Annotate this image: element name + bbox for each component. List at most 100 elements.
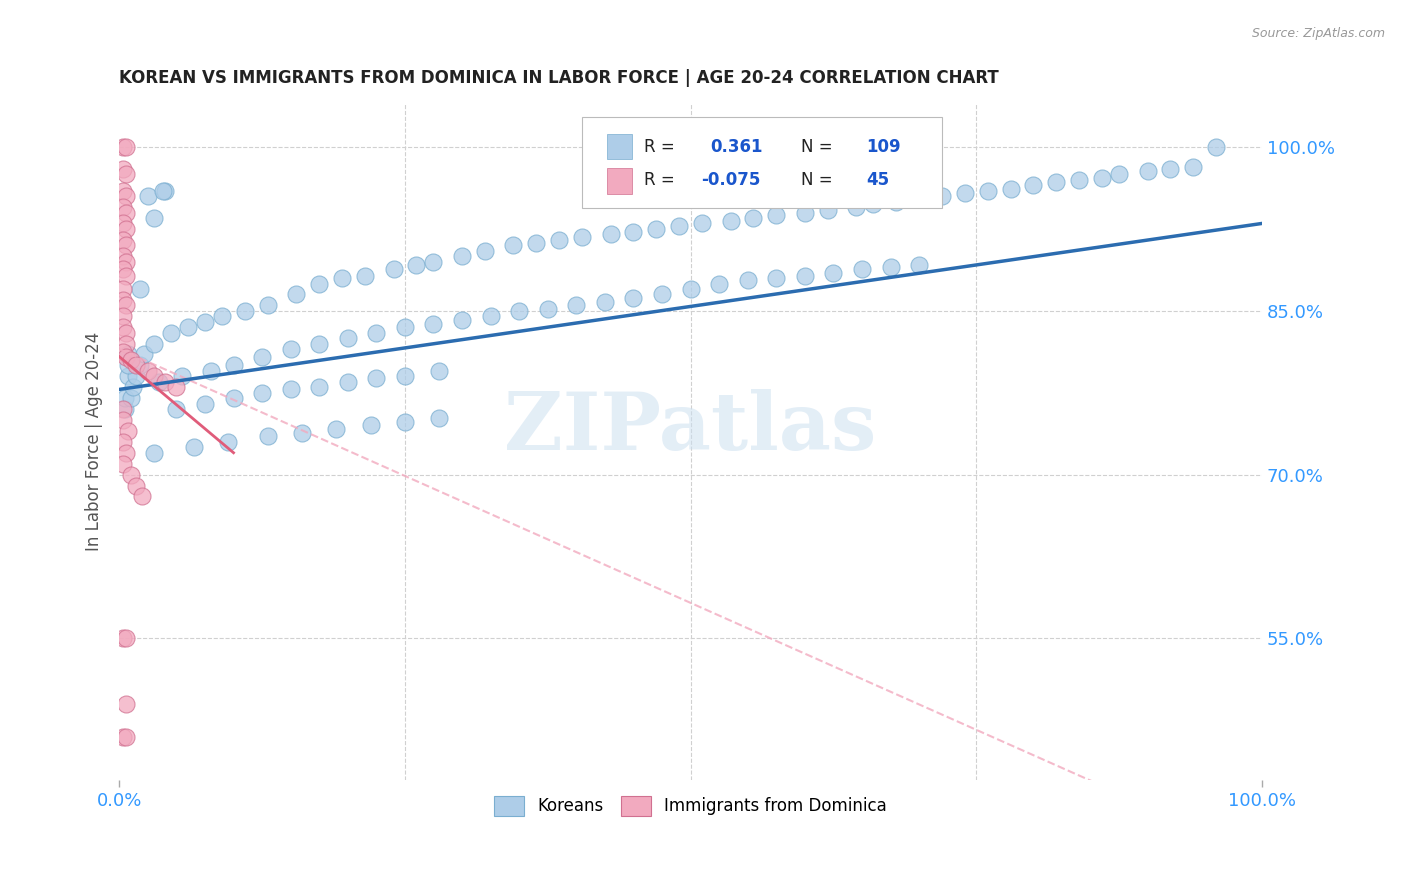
Point — [111, 282, 134, 296]
Point — [679, 282, 702, 296]
Point — [651, 287, 673, 301]
Point — [115, 205, 138, 219]
Point — [280, 383, 302, 397]
Point — [153, 375, 176, 389]
Point — [565, 298, 588, 312]
Text: KOREAN VS IMMIGRANTS FROM DOMINICA IN LABOR FORCE | AGE 20-24 CORRELATION CHART: KOREAN VS IMMIGRANTS FROM DOMINICA IN LA… — [120, 69, 1000, 87]
Point — [953, 186, 976, 200]
Point — [111, 632, 134, 646]
Point — [737, 273, 759, 287]
Text: Source: ZipAtlas.com: Source: ZipAtlas.com — [1251, 27, 1385, 40]
Point — [117, 369, 139, 384]
Text: -0.075: -0.075 — [700, 170, 761, 189]
Text: 109: 109 — [866, 138, 901, 156]
Point — [115, 268, 138, 283]
Point — [111, 730, 134, 744]
Point — [427, 364, 450, 378]
Point — [422, 254, 444, 268]
Point — [194, 315, 217, 329]
Point — [479, 310, 502, 324]
Point — [115, 167, 138, 181]
Point — [111, 262, 134, 277]
Point — [136, 364, 159, 378]
Point — [177, 320, 200, 334]
Point — [111, 434, 134, 449]
Point — [115, 336, 138, 351]
Point — [115, 326, 138, 340]
Point — [1022, 178, 1045, 193]
Point — [537, 301, 560, 316]
Point — [308, 277, 330, 291]
Point — [142, 446, 165, 460]
Point — [707, 277, 730, 291]
Point — [165, 380, 187, 394]
Point — [117, 347, 139, 361]
Point — [256, 429, 278, 443]
Point — [394, 369, 416, 384]
Point — [115, 140, 138, 154]
Point — [360, 418, 382, 433]
Point — [862, 196, 884, 211]
Point — [148, 375, 170, 389]
Point — [623, 225, 645, 239]
Point — [793, 205, 815, 219]
Point — [115, 254, 138, 268]
Point — [125, 359, 148, 373]
Point — [250, 385, 273, 400]
Point — [172, 369, 194, 384]
Point — [111, 293, 134, 307]
Point — [1108, 167, 1130, 181]
Point — [366, 326, 388, 340]
Point — [222, 359, 245, 373]
Point — [142, 369, 165, 384]
Point — [548, 233, 571, 247]
Point — [183, 440, 205, 454]
Point — [134, 347, 156, 361]
Point — [165, 402, 187, 417]
Point — [1182, 160, 1205, 174]
Point — [111, 184, 134, 198]
Point — [330, 271, 353, 285]
Point — [1205, 140, 1227, 154]
Point — [115, 632, 138, 646]
Point — [366, 371, 388, 385]
Point — [115, 238, 138, 252]
Point — [256, 298, 278, 312]
Point — [211, 310, 233, 324]
Point — [817, 203, 839, 218]
Point — [336, 331, 359, 345]
Point — [122, 380, 145, 394]
Point — [765, 271, 787, 285]
Point — [427, 410, 450, 425]
Point — [931, 189, 953, 203]
Point — [474, 244, 496, 258]
Text: R =: R = — [644, 170, 675, 189]
Point — [524, 236, 547, 251]
Text: ZIPatlas: ZIPatlas — [505, 389, 877, 467]
Point — [502, 238, 524, 252]
Point — [115, 446, 138, 460]
FancyBboxPatch shape — [607, 134, 633, 160]
Point — [115, 189, 138, 203]
Point — [976, 184, 998, 198]
Point — [451, 249, 474, 263]
Point — [879, 260, 901, 274]
Point — [125, 369, 148, 384]
Point — [793, 268, 815, 283]
Point — [159, 326, 181, 340]
Point — [308, 336, 330, 351]
Point — [111, 140, 134, 154]
Point — [111, 345, 134, 359]
Point — [845, 200, 868, 214]
Point — [593, 295, 616, 310]
Point — [125, 478, 148, 492]
Text: R =: R = — [644, 138, 675, 156]
Point — [1091, 170, 1114, 185]
Point — [903, 193, 925, 207]
Point — [1136, 164, 1159, 178]
Point — [690, 217, 713, 231]
Point — [120, 353, 142, 368]
Point — [1159, 161, 1181, 176]
Point — [153, 184, 176, 198]
Point — [382, 262, 405, 277]
